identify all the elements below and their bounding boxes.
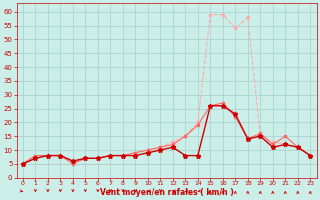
X-axis label: Vent moyen/en rafales ( km/h ): Vent moyen/en rafales ( km/h ) [100,188,234,197]
